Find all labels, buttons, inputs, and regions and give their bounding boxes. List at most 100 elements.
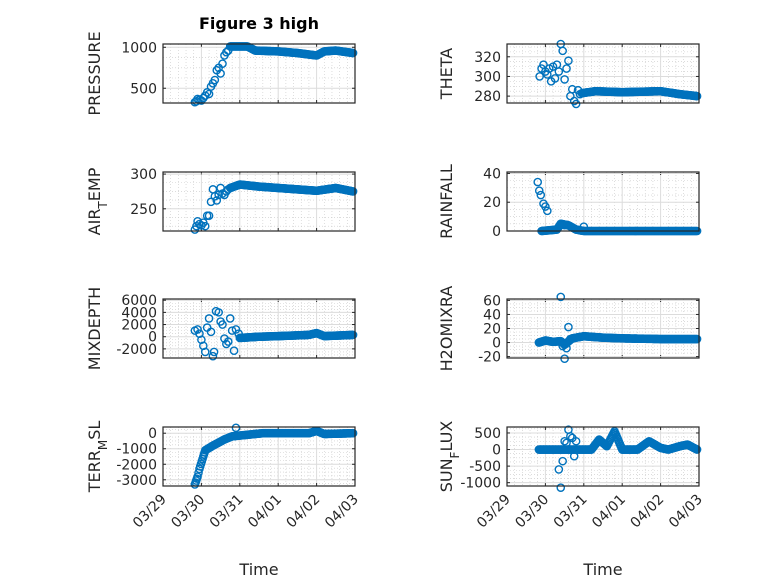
data-point — [579, 222, 589, 231]
y-axis-label: THETA — [437, 48, 456, 100]
chart-title: Figure 3 high — [199, 14, 319, 33]
y-tick-label: 280 — [474, 89, 501, 105]
y-label-part: EMP — [85, 167, 104, 201]
y-label-part: RAINFALL — [437, 164, 456, 239]
data-point — [569, 451, 579, 461]
data-point — [204, 211, 214, 221]
data-point — [566, 431, 575, 441]
y-tick-label: -1000 — [116, 442, 157, 458]
y-label-part: LUX — [437, 421, 456, 452]
y-tick-label: 300 — [474, 69, 501, 85]
data-series — [534, 292, 702, 364]
data-point — [692, 445, 702, 454]
y-tick-label: 4000 — [121, 305, 157, 321]
y-axis-label: AIRTEMP — [85, 167, 110, 235]
data-point — [564, 56, 573, 66]
axes-box — [506, 171, 700, 232]
data-point — [348, 428, 358, 438]
y-tick-label: 20 — [483, 195, 501, 211]
data-point — [543, 70, 552, 79]
data-series — [190, 423, 358, 489]
y-tick-label: 0 — [492, 443, 501, 459]
axes-box — [162, 43, 356, 104]
y-tick-label: 320 — [474, 50, 501, 66]
data-point — [208, 351, 218, 361]
data-point — [558, 456, 567, 466]
y-tick-label: 500 — [130, 81, 157, 97]
data-point — [225, 314, 235, 323]
y-tick-label: -20 — [478, 350, 501, 366]
data-point — [200, 221, 210, 231]
data-point — [556, 292, 566, 302]
y-tick-label: 40 — [483, 307, 501, 323]
data-point — [234, 329, 243, 338]
data-series — [534, 425, 702, 492]
data-point — [543, 206, 552, 216]
axes-box — [162, 298, 356, 359]
subplot-theta: 280 300 320 THETA — [437, 39, 702, 109]
data-point — [209, 347, 219, 357]
data-point — [554, 67, 564, 76]
subplot-pressure: 500 1000 PRESSURE Figure 3 high — [85, 14, 358, 116]
data-point — [571, 436, 581, 446]
axes-box — [162, 426, 356, 487]
data-point — [223, 337, 233, 346]
data-point — [692, 91, 702, 101]
data-point — [231, 423, 241, 433]
y-label-subscript: F — [448, 451, 462, 458]
data-point — [554, 465, 564, 474]
x-tick-label: 04/02 — [628, 492, 668, 532]
y-tick-label: 0 — [148, 330, 157, 346]
data-point — [231, 325, 241, 334]
data-series — [190, 306, 358, 361]
data-point — [534, 186, 544, 196]
data-point — [562, 64, 571, 73]
data-point — [560, 220, 569, 230]
y-tick-label: 250 — [130, 202, 157, 218]
data-point — [222, 47, 231, 57]
y-axis-label: TERRMSL — [85, 421, 110, 494]
data-point — [562, 343, 571, 353]
x-tick-label: 03/29 — [130, 492, 170, 532]
y-tick-label: 500 — [474, 426, 501, 442]
data-point — [558, 46, 567, 56]
y-label-part: PRESSURE — [85, 31, 104, 115]
data-point — [193, 472, 202, 481]
data-series — [190, 42, 358, 107]
data-point — [541, 202, 550, 211]
axes-background — [163, 299, 355, 358]
x-tick-label: 03/30 — [168, 492, 208, 532]
y-axis-label: RAINFALL — [437, 164, 456, 239]
data-point — [206, 197, 216, 207]
data-point — [199, 93, 208, 103]
y-tick-label: -3000 — [116, 473, 157, 489]
y-tick-label: 0 — [492, 336, 501, 352]
y-tick-label: 40 — [483, 166, 501, 182]
x-axis-label: Time — [238, 560, 278, 579]
axes-background — [507, 172, 699, 231]
y-tick-label: -2000 — [116, 342, 157, 358]
y-tick-label: 60 — [483, 293, 501, 309]
x-tick-label: 04/03 — [322, 492, 362, 532]
axes-box — [506, 298, 700, 359]
data-point — [348, 330, 358, 340]
data-point — [571, 99, 581, 109]
data-point — [216, 69, 225, 78]
data-point — [223, 185, 233, 194]
data-point — [206, 327, 216, 337]
data-point — [560, 436, 569, 446]
data-point — [533, 177, 543, 187]
y-tick-label: 0 — [148, 426, 157, 442]
data-point — [218, 59, 227, 68]
y-axis-label: PRESSURE — [85, 31, 104, 115]
axes-box — [506, 426, 700, 487]
data-point — [575, 89, 585, 99]
y-tick-label: -2000 — [116, 457, 157, 473]
subplot-rainfall: 0 20 40 RAINFALL — [437, 164, 702, 240]
y-label-part: H2OMIXRA — [437, 286, 456, 372]
data-point — [560, 75, 569, 84]
data-point — [560, 354, 569, 364]
